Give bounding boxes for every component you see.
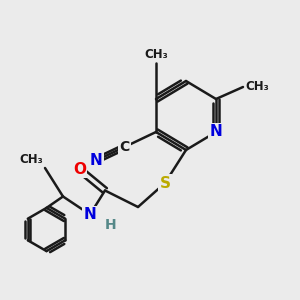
Text: C: C xyxy=(119,140,130,154)
Text: H: H xyxy=(105,218,117,232)
Text: N: N xyxy=(210,124,222,140)
Text: O: O xyxy=(73,162,86,177)
Text: CH₃: CH₃ xyxy=(20,153,44,166)
Text: CH₃: CH₃ xyxy=(245,80,269,94)
Text: N: N xyxy=(90,153,102,168)
Text: N: N xyxy=(84,207,96,222)
Text: CH₃: CH₃ xyxy=(144,48,168,61)
Text: S: S xyxy=(160,176,170,190)
